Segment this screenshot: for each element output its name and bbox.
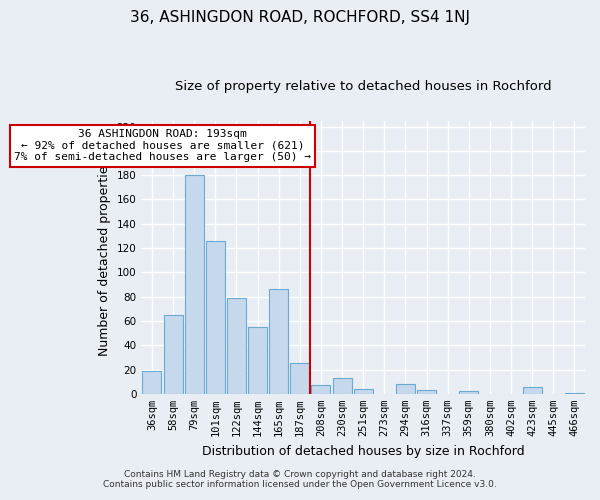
Bar [353, 389, 373, 394]
Bar [396, 384, 415, 394]
Bar [269, 290, 288, 394]
Bar [565, 392, 584, 394]
Bar [206, 241, 225, 394]
Bar [332, 378, 352, 394]
X-axis label: Distribution of detached houses by size in Rochford: Distribution of detached houses by size … [202, 444, 524, 458]
Bar [142, 370, 161, 394]
Y-axis label: Number of detached properties: Number of detached properties [98, 158, 111, 356]
Bar [523, 386, 542, 394]
Bar [227, 298, 246, 394]
Bar [460, 392, 478, 394]
Text: 36, ASHINGDON ROAD, ROCHFORD, SS4 1NJ: 36, ASHINGDON ROAD, ROCHFORD, SS4 1NJ [130, 10, 470, 25]
Title: Size of property relative to detached houses in Rochford: Size of property relative to detached ho… [175, 80, 551, 93]
Bar [290, 364, 310, 394]
Bar [417, 390, 436, 394]
Bar [311, 386, 331, 394]
Bar [185, 175, 203, 394]
Bar [248, 327, 267, 394]
Bar [164, 315, 182, 394]
Text: Contains HM Land Registry data © Crown copyright and database right 2024.
Contai: Contains HM Land Registry data © Crown c… [103, 470, 497, 489]
Text: 36 ASHINGDON ROAD: 193sqm
← 92% of detached houses are smaller (621)
7% of semi-: 36 ASHINGDON ROAD: 193sqm ← 92% of detac… [14, 129, 311, 162]
